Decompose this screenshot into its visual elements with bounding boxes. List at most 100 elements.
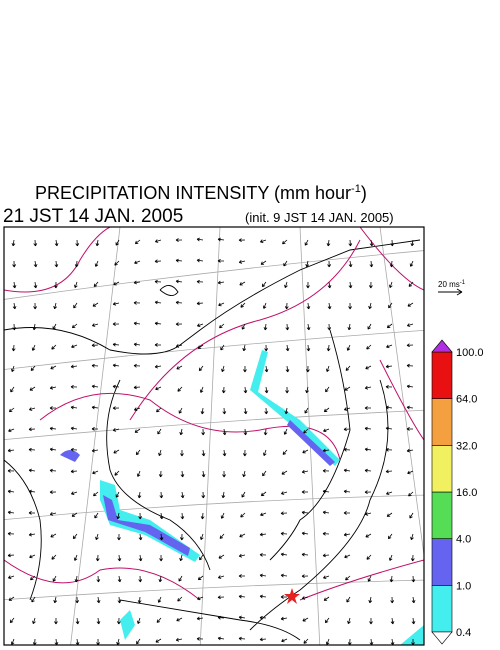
wind-arrow [264,386,269,394]
wind-arrow [7,531,15,536]
wind-arrow [96,596,101,604]
wind-arrow [390,239,395,247]
wind-arrow [217,280,225,285]
wind-arrow [305,386,309,394]
wind-arrow [301,490,309,494]
colorbar: 0.4 1.0 4.0 16.0 32.0 64.0 100.0 [431,339,484,645]
wind-arrow [92,302,99,307]
wind-arrow [364,512,372,516]
wind-arrow [137,617,141,624]
wind-scale-head [456,288,463,296]
wind-arrow [386,491,393,496]
wind-arrow [7,553,15,558]
wind-arrow [304,239,309,246]
wind-arrow [284,281,288,289]
wind-arrow [322,448,330,453]
wind-arrow [8,575,15,579]
wind-arrow [281,638,288,643]
wind-arrow [12,323,17,331]
wind-arrow [95,533,99,541]
wind-arrow [219,323,225,329]
wind-arrow [117,575,122,583]
wind-arrow [175,344,183,348]
wind-arrow [322,468,330,473]
wind-arrow [154,364,162,369]
wind-arrow [116,512,121,520]
wind-arrow [367,323,372,330]
wind-arrow [260,512,267,517]
wind-arrow [49,385,57,390]
wind-arrow [136,638,141,645]
wind-arrow [8,596,15,601]
wind-arrow [238,615,246,620]
init-time: (init. 9 JST 14 JAN. 2005) [245,210,394,225]
wind-arrow [221,491,226,499]
wind-arrow [390,638,395,645]
wind-arrow [133,363,141,368]
wind-arrow [52,323,57,330]
wind-arrow [138,512,143,520]
wind-arrow [154,259,162,264]
wind-arrow [280,531,288,536]
wind-arrow [96,617,101,625]
wind-arrow [179,428,184,436]
wind-arrow [33,302,37,310]
wind-arrow [406,384,414,389]
wind-arrow [200,512,205,520]
wind-arrow [411,617,416,625]
wind-arrow [91,343,99,348]
wind-arrow [285,386,289,394]
wind-arrow [134,428,141,433]
wind-arrow [302,617,309,622]
wind-arrow [176,365,183,370]
wind-arrow [11,239,16,247]
wind-arrow [242,449,247,457]
wind-arrow [243,428,248,436]
wind-arrow [301,531,309,536]
wind-arrow [70,384,78,389]
wind-arrow [33,239,38,247]
wind-arrow [364,447,372,452]
wind-arrow [12,260,17,268]
colorbar-segment [431,445,453,493]
wind-arrow [238,594,246,599]
wind-arrow [263,428,268,436]
colorbar-label: 32.0 [456,440,477,452]
wind-arrow [93,491,99,497]
wind-arrow [242,470,246,478]
wind-arrow [197,323,204,327]
wind-arrow [198,365,204,372]
wind-arrow [33,281,38,289]
wind-arrow [196,258,204,263]
wind-arrow [11,344,16,352]
wind-arrow [133,321,141,326]
wind-arrow [386,323,393,329]
wind-arrow [323,428,330,433]
wind-arrow [115,239,120,246]
wind-arrow [238,238,246,243]
wind-arrow [323,596,330,601]
wind-arrow [306,323,311,331]
wind-arrow [385,405,393,410]
wind-arrow [201,428,206,436]
wind-arrow [407,302,414,307]
wind-arrow [259,615,267,620]
colorbar-label: 100.0 [456,347,484,359]
wind-arrow [133,342,141,347]
wind-arrow [7,468,15,473]
wind-arrow [262,302,267,309]
wind-arrow [137,491,142,499]
wind-arrow [156,407,162,413]
wind-arrow [409,260,414,267]
wind-arrow [343,511,351,515]
wind-arrow [175,322,183,327]
wind-arrow [322,531,330,536]
wind-arrow [408,491,414,497]
wind-arrow [54,239,59,247]
wind-arrow [347,323,352,331]
wind-arrow [322,489,330,494]
wind-arrow [92,470,99,475]
wind-arrow [305,260,310,268]
